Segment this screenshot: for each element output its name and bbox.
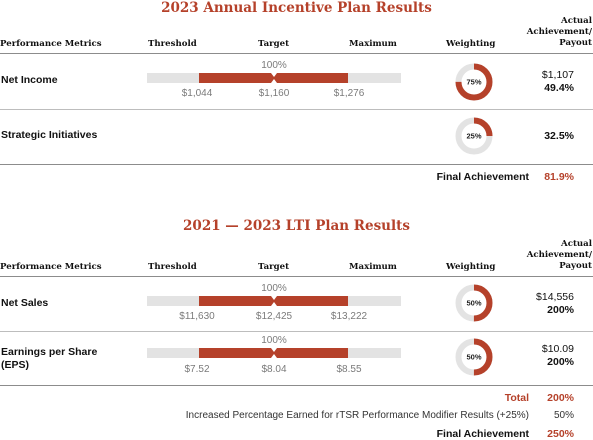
aip-header-weighting: Weighting (446, 39, 496, 49)
target-marker-top (271, 73, 277, 77)
lti-net-sales-weighting-donut: 50% (455, 284, 493, 322)
lti-row-eps-label-line2: (EPS) (1, 359, 30, 371)
lti-final-achievement-label: Final Achievement (436, 428, 529, 440)
aip-net-income-weighting-donut: 75% (455, 63, 493, 101)
lti-header-actual: Actual Achievement/ Payout (527, 239, 592, 272)
donut-label: 75% (466, 78, 481, 87)
aip-net-income-actual: $1,107 49.4% (542, 69, 574, 95)
aip-header-threshold: Threshold (148, 39, 197, 49)
lti-table-bottom-divider (0, 385, 593, 386)
lti-eps-threshold-value: $7.52 (184, 364, 210, 375)
lti-total-label: Total (504, 392, 529, 404)
target-marker-top (271, 296, 277, 300)
aip-final-achievement-label: Final Achievement (436, 171, 529, 183)
lti-eps-actual-pct: 200% (547, 356, 574, 368)
aip-strategic-actual-pct: 32.5% (544, 130, 574, 142)
aip-net-income-target-value: $1,160 (258, 88, 290, 99)
aip-header-maximum: Maximum (349, 39, 397, 49)
aip-row-strategic-label: Strategic Initiatives (1, 129, 98, 141)
donut-arc (455, 63, 493, 101)
aip-net-income-threshold-value: $1,044 (181, 88, 213, 99)
aip-row-net-income-label: Net Income (1, 74, 58, 86)
lti-net-sales-actual-pct: 200% (547, 304, 574, 316)
lti-eps-target-pct: 100% (261, 335, 287, 346)
lti-header-maximum: Maximum (349, 262, 397, 272)
range-bar-fill (199, 348, 348, 358)
target-marker-bottom (271, 79, 277, 83)
target-marker-bottom (271, 354, 277, 358)
lti-row-divider (0, 331, 593, 332)
aip-header-target: Target (258, 39, 290, 49)
lti-eps-actual: $10.09 200% (542, 343, 574, 369)
range-bar-fill (199, 296, 348, 306)
donut-label: 25% (466, 132, 481, 141)
aip-strategic-actual: 32.5% (544, 130, 574, 143)
aip-title: 2023 Annual Incentive Plan Results (161, 0, 432, 16)
lti-net-sales-threshold-value: $11,630 (179, 311, 215, 322)
lti-net-sales-target-value: $12,425 (255, 311, 293, 322)
aip-header-actual-line3: Payout (559, 38, 592, 48)
aip-header-actual: Actual Achievement/ Payout (527, 16, 592, 49)
target-marker-top (271, 348, 277, 352)
lti-header-threshold: Threshold (148, 262, 197, 272)
lti-modifier-label: Increased Percentage Earned for rTSR Per… (185, 410, 529, 421)
aip-table-bottom-divider (0, 164, 593, 165)
aip-header-metrics: Performance Metrics (0, 39, 102, 49)
aip-row-divider (0, 109, 593, 110)
lti-header-actual-line2: Achievement/ (526, 250, 592, 260)
donut-arc (455, 338, 493, 376)
lti-net-sales-target-pct: 100% (261, 283, 287, 294)
aip-header-actual-line1: Actual (561, 16, 592, 26)
aip-net-income-maximum-value: $1,276 (333, 88, 365, 99)
donut-label: 50% (466, 353, 481, 362)
aip-final-achievement-value: 81.9% (544, 171, 574, 183)
lti-eps-weighting-donut: 50% (455, 338, 493, 376)
lti-net-sales-actual-value: $14,556 (536, 291, 574, 303)
lti-row-eps-label-line1: Earnings per Share (1, 346, 98, 358)
lti-eps-target-value: $8.04 (261, 364, 287, 375)
lti-eps-maximum-value: $8.55 (336, 364, 362, 375)
lti-net-sales-actual: $14,556 200% (536, 291, 574, 317)
lti-header-actual-line3: Payout (559, 261, 592, 271)
donut-arc (455, 284, 493, 322)
range-bar-fill (199, 73, 348, 83)
aip-net-income-actual-value: $1,107 (541, 69, 574, 81)
target-marker-bottom (271, 302, 277, 306)
lti-header-actual-line1: Actual (561, 239, 592, 249)
donut-arc (455, 117, 493, 155)
lti-row-eps-label: Earnings per Share (EPS) (1, 346, 97, 372)
aip-header-divider (0, 53, 593, 54)
lti-title: 2021 — 2023 LTI Plan Results (183, 218, 410, 234)
lti-net-sales-maximum-value: $13,222 (330, 311, 368, 322)
lti-total-value: 200% (547, 392, 574, 404)
lti-final-achievement-value: 250% (547, 428, 574, 440)
lti-header-divider (0, 276, 593, 277)
lti-header-metrics: Performance Metrics (0, 262, 102, 272)
lti-modifier-value: 50% (553, 410, 574, 421)
lti-header-weighting: Weighting (446, 262, 496, 272)
aip-net-income-target-pct: 100% (261, 60, 287, 71)
aip-net-income-actual-pct: 49.4% (544, 82, 574, 94)
aip-header-actual-line2: Achievement/ (526, 27, 592, 37)
lti-eps-actual-value: $10.09 (541, 343, 574, 355)
aip-strategic-weighting-donut: 25% (455, 117, 493, 155)
lti-header-target: Target (258, 262, 290, 272)
donut-label: 50% (466, 299, 481, 308)
lti-row-net-sales-label: Net Sales (1, 297, 49, 309)
